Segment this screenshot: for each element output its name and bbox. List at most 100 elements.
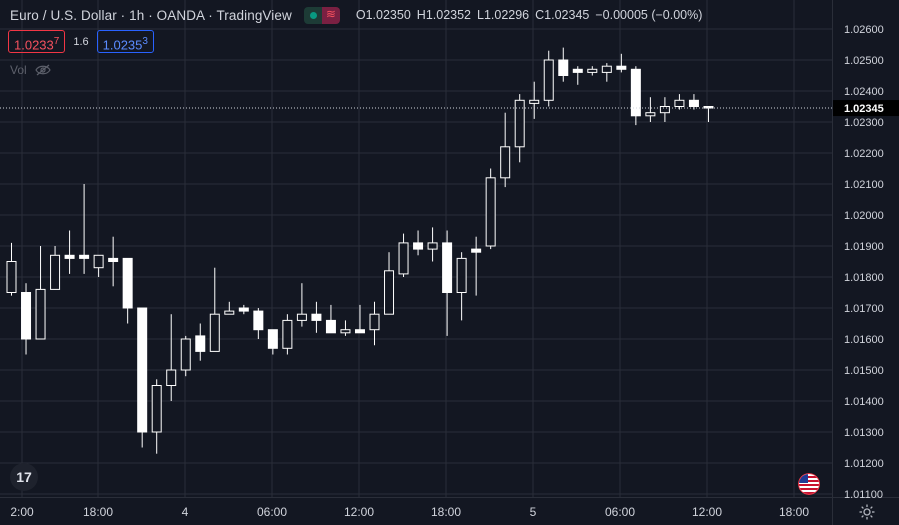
candle-body-up: [340, 329, 351, 334]
price-tick-label: 1.01700: [844, 303, 884, 315]
candle: [369, 301, 380, 346]
price-tick-label: 1.02500: [844, 55, 884, 67]
price-axis[interactable]: 1.02600 1.02500 1.02400 1.02300 1.02200 1.021…: [844, 24, 884, 501]
candle-body-up: [659, 106, 670, 114]
candle: [601, 63, 612, 82]
candle-body-down: [616, 65, 627, 70]
market-status[interactable]: ≋: [303, 6, 340, 24]
candle: [151, 379, 162, 454]
candle-body-up: [151, 385, 162, 433]
time-tick-label: 18:00: [779, 505, 809, 519]
candle: [311, 301, 322, 333]
candle-body-up: [296, 313, 307, 321]
candle: [485, 168, 496, 250]
candle-body-up: [50, 254, 61, 290]
candle: [354, 304, 365, 334]
candle-body-down: [442, 242, 453, 293]
candle-body-down: [238, 307, 249, 312]
price-tick-label: 1.01200: [844, 458, 884, 470]
candle: [79, 184, 90, 274]
candle-body-down: [195, 335, 206, 352]
price-tick-label: 1.02200: [844, 148, 884, 160]
candle-body-up: [398, 242, 409, 275]
candle: [529, 81, 540, 119]
price-tick-label: 1.02400: [844, 86, 884, 98]
sell-button[interactable]: 1.02337: [8, 30, 66, 53]
candle-body-up: [485, 177, 496, 247]
candle: [558, 47, 569, 82]
last-price-line: 1.02345: [0, 100, 899, 117]
candle: [630, 66, 641, 126]
candle: [543, 50, 554, 107]
price-tick-label: 1.01400: [844, 396, 884, 408]
price-tick-label: 1.01900: [844, 241, 884, 253]
candle-body-down: [413, 242, 424, 250]
candle-body-up: [224, 310, 235, 315]
price-tick-label: 1.02600: [844, 24, 884, 36]
time-tick-label: 2:00: [10, 505, 34, 519]
time-tick-label: 5: [530, 505, 537, 519]
candle: [267, 329, 278, 355]
candle: [471, 236, 482, 296]
candle: [21, 283, 32, 355]
candle-body-down: [137, 307, 148, 433]
candle-body-down: [79, 254, 90, 259]
time-tick-label: 18:00: [431, 505, 461, 519]
candle: [6, 242, 17, 296]
candle-body-up: [93, 254, 104, 269]
candle-body-down: [21, 292, 32, 340]
buy-button[interactable]: 1.02353: [96, 30, 154, 53]
trade-panel: 1.02337 1.6 1.02353: [8, 30, 154, 53]
us-flag-icon[interactable]: [798, 473, 820, 495]
candle: [340, 320, 351, 336]
candle-body-up: [674, 99, 685, 108]
gear-icon[interactable]: [858, 503, 876, 521]
candle-body-down: [688, 99, 699, 108]
candle: [427, 227, 438, 262]
candle-body-up: [166, 369, 177, 386]
tradingview-logo-icon[interactable]: 17: [10, 463, 38, 491]
candle: [572, 66, 583, 85]
time-axis[interactable]: 2:00 18:00 4 06:00 12:00 18:00 5 06:00 12:00 18:0…: [10, 505, 809, 519]
candle-body-up: [6, 261, 17, 293]
time-tick-label: 4: [182, 505, 189, 519]
price-tick-label: 1.01100: [844, 489, 883, 501]
candle: [645, 97, 656, 122]
candle: [442, 230, 453, 336]
candle-body-up: [587, 68, 598, 73]
candle: [93, 254, 104, 277]
candle: [166, 314, 177, 401]
chart-header: Euro / U.S. Dollar · 1h · OANDA · Tradin…: [10, 6, 702, 24]
volume-indicator[interactable]: Vol: [10, 63, 51, 77]
candle-body-down: [471, 248, 482, 253]
candle: [108, 236, 119, 287]
candle: [137, 307, 148, 448]
candle: [122, 257, 133, 324]
time-tick-label: 06:00: [605, 505, 635, 519]
candle: [514, 94, 525, 163]
candle-body-up: [369, 313, 380, 331]
volume-label: Vol: [10, 63, 27, 77]
time-tick-label: 06:00: [257, 505, 287, 519]
candles: [6, 47, 714, 454]
candle: [413, 230, 424, 256]
eye-off-icon[interactable]: [34, 64, 51, 76]
candle-body-down: [354, 329, 365, 334]
candle: [296, 283, 307, 327]
candle: [35, 246, 46, 340]
symbol-title[interactable]: Euro / U.S. Dollar · 1h · OANDA · Tradin…: [10, 7, 292, 23]
candle: [456, 252, 467, 321]
last-price-label-bg: [833, 100, 899, 117]
open-dot-icon: [303, 6, 322, 24]
candle-body-up: [180, 338, 191, 371]
price-tick-label: 1.01600: [844, 334, 884, 346]
candle: [50, 246, 61, 290]
candle: [325, 304, 336, 334]
candle: [659, 97, 670, 122]
candle-body-down: [311, 313, 322, 321]
candle: [616, 53, 627, 73]
time-tick-label: 12:00: [692, 505, 722, 519]
price-tick-label: 1.01800: [844, 272, 884, 284]
